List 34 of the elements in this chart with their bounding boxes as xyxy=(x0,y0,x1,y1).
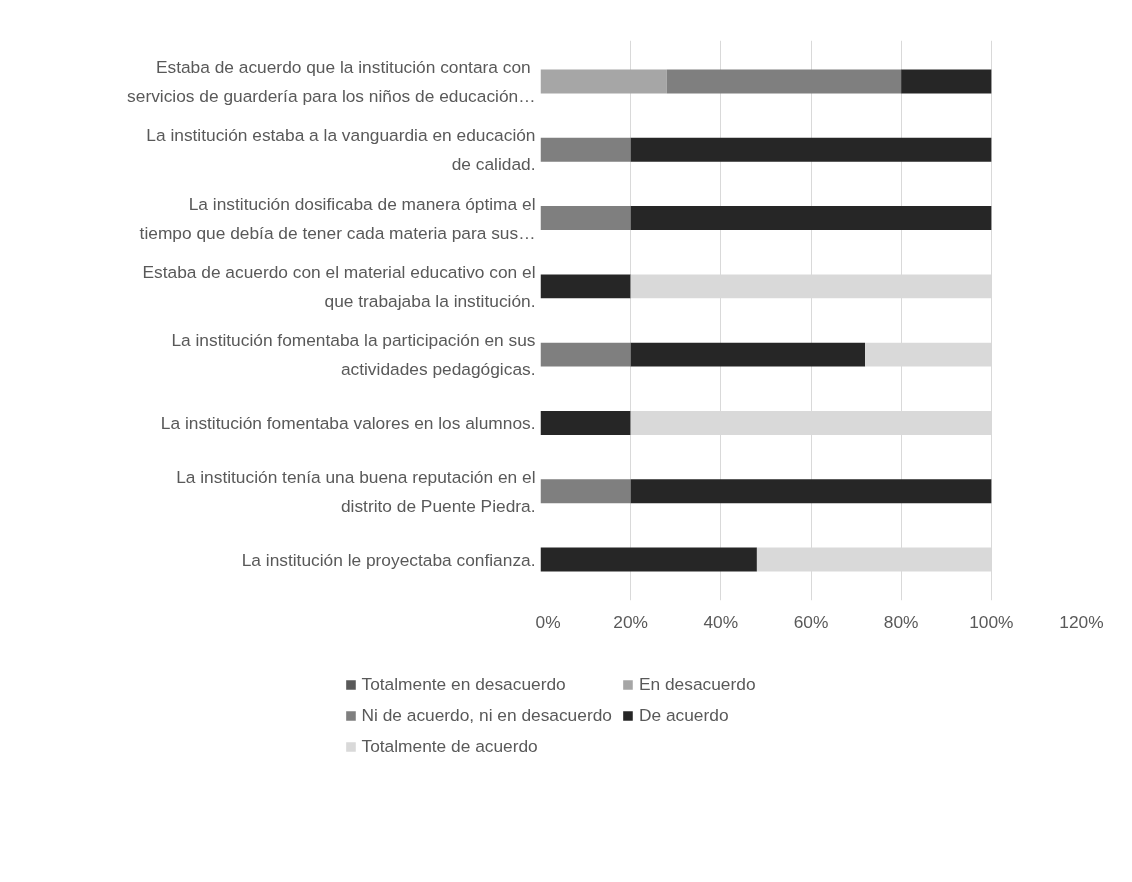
y-tick-label: La institución le proyectaba confianza. xyxy=(241,549,536,570)
legend-label: En desacuerdo xyxy=(638,673,756,695)
bar xyxy=(540,206,631,231)
bar xyxy=(540,342,631,367)
y-tick-label: La institución dosificaba de manera óptima el tiempo que debía de tener cada materia para sus… xyxy=(139,193,536,243)
y-tick-label: La institución tenía una buena reputación en el distrito de Puente Piedra. xyxy=(176,466,536,516)
bar xyxy=(540,274,631,299)
legend-label: Totalmente de acuerdo xyxy=(361,735,538,757)
x-tick-label: 60% xyxy=(793,611,829,632)
legend-label: Totalmente en desacuerdo xyxy=(361,673,566,695)
y-tick-label: Estaba de acuerdo con el material educativo con el que trabajaba la institución. xyxy=(142,261,536,311)
bar xyxy=(540,69,667,94)
bar xyxy=(666,69,902,94)
bar xyxy=(540,410,631,435)
x-tick-label: 40% xyxy=(703,611,739,632)
x-tick-label: 0% xyxy=(535,611,561,632)
x-tick-label: 100% xyxy=(969,611,1014,632)
bar xyxy=(540,479,631,504)
bar xyxy=(901,69,992,94)
x-tick-label: 80% xyxy=(883,611,919,632)
y-tick-label: La institución fomentaba la participación en sus actividades pedagógicas. xyxy=(171,330,536,380)
bar xyxy=(630,137,992,162)
legend-label: De acuerdo xyxy=(638,704,729,726)
y-tick-label: Estaba de acuerdo que la institución contara con servicios de guardería para los niños de educación… xyxy=(127,56,536,106)
y-tick-label: La institución estaba a la vanguardia en educación de calidad. xyxy=(146,125,536,175)
legend-label: Ni de acuerdo, ni en desacuerdo xyxy=(361,704,612,726)
y-tick-label: La institución fomentaba valores en los alumnos. xyxy=(160,412,536,433)
bar xyxy=(630,206,992,231)
bar xyxy=(540,547,757,572)
bar xyxy=(540,137,631,162)
bar xyxy=(630,342,866,367)
x-tick-label: 120% xyxy=(1059,611,1104,632)
x-tick-label: 20% xyxy=(613,611,649,632)
bar xyxy=(630,479,992,504)
